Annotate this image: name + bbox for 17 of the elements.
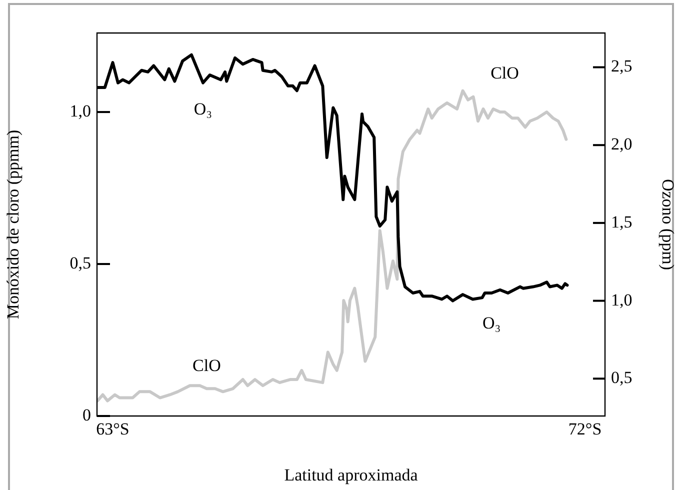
text: O₃	[194, 99, 212, 118]
y2-tick-label: 1,0	[611, 290, 632, 310]
y-tick-label: 0,5	[70, 253, 91, 272]
y2-tick-label: 2,0	[611, 134, 632, 154]
y2-tick-label: 1,5	[611, 212, 632, 232]
x-axis-title: Latitud aproximada	[284, 465, 418, 484]
y2-tick-label: 0,5	[611, 368, 632, 388]
y2-tick-label: 2,5	[611, 56, 632, 76]
x-tick-label: 72°S	[568, 420, 602, 439]
y2-axis-title: Ozono (ppm)	[658, 178, 678, 270]
series-label: ClO	[192, 356, 221, 376]
y-axis-title: Monóxido de cloro (ppmm)	[4, 130, 23, 320]
series-label: O₃	[482, 313, 501, 332]
x-tick-label: 63°S	[96, 420, 130, 439]
y-tick-label: 1,0	[70, 102, 91, 120]
y-tick-label: 0	[82, 405, 91, 424]
text: ClO	[490, 64, 519, 82]
